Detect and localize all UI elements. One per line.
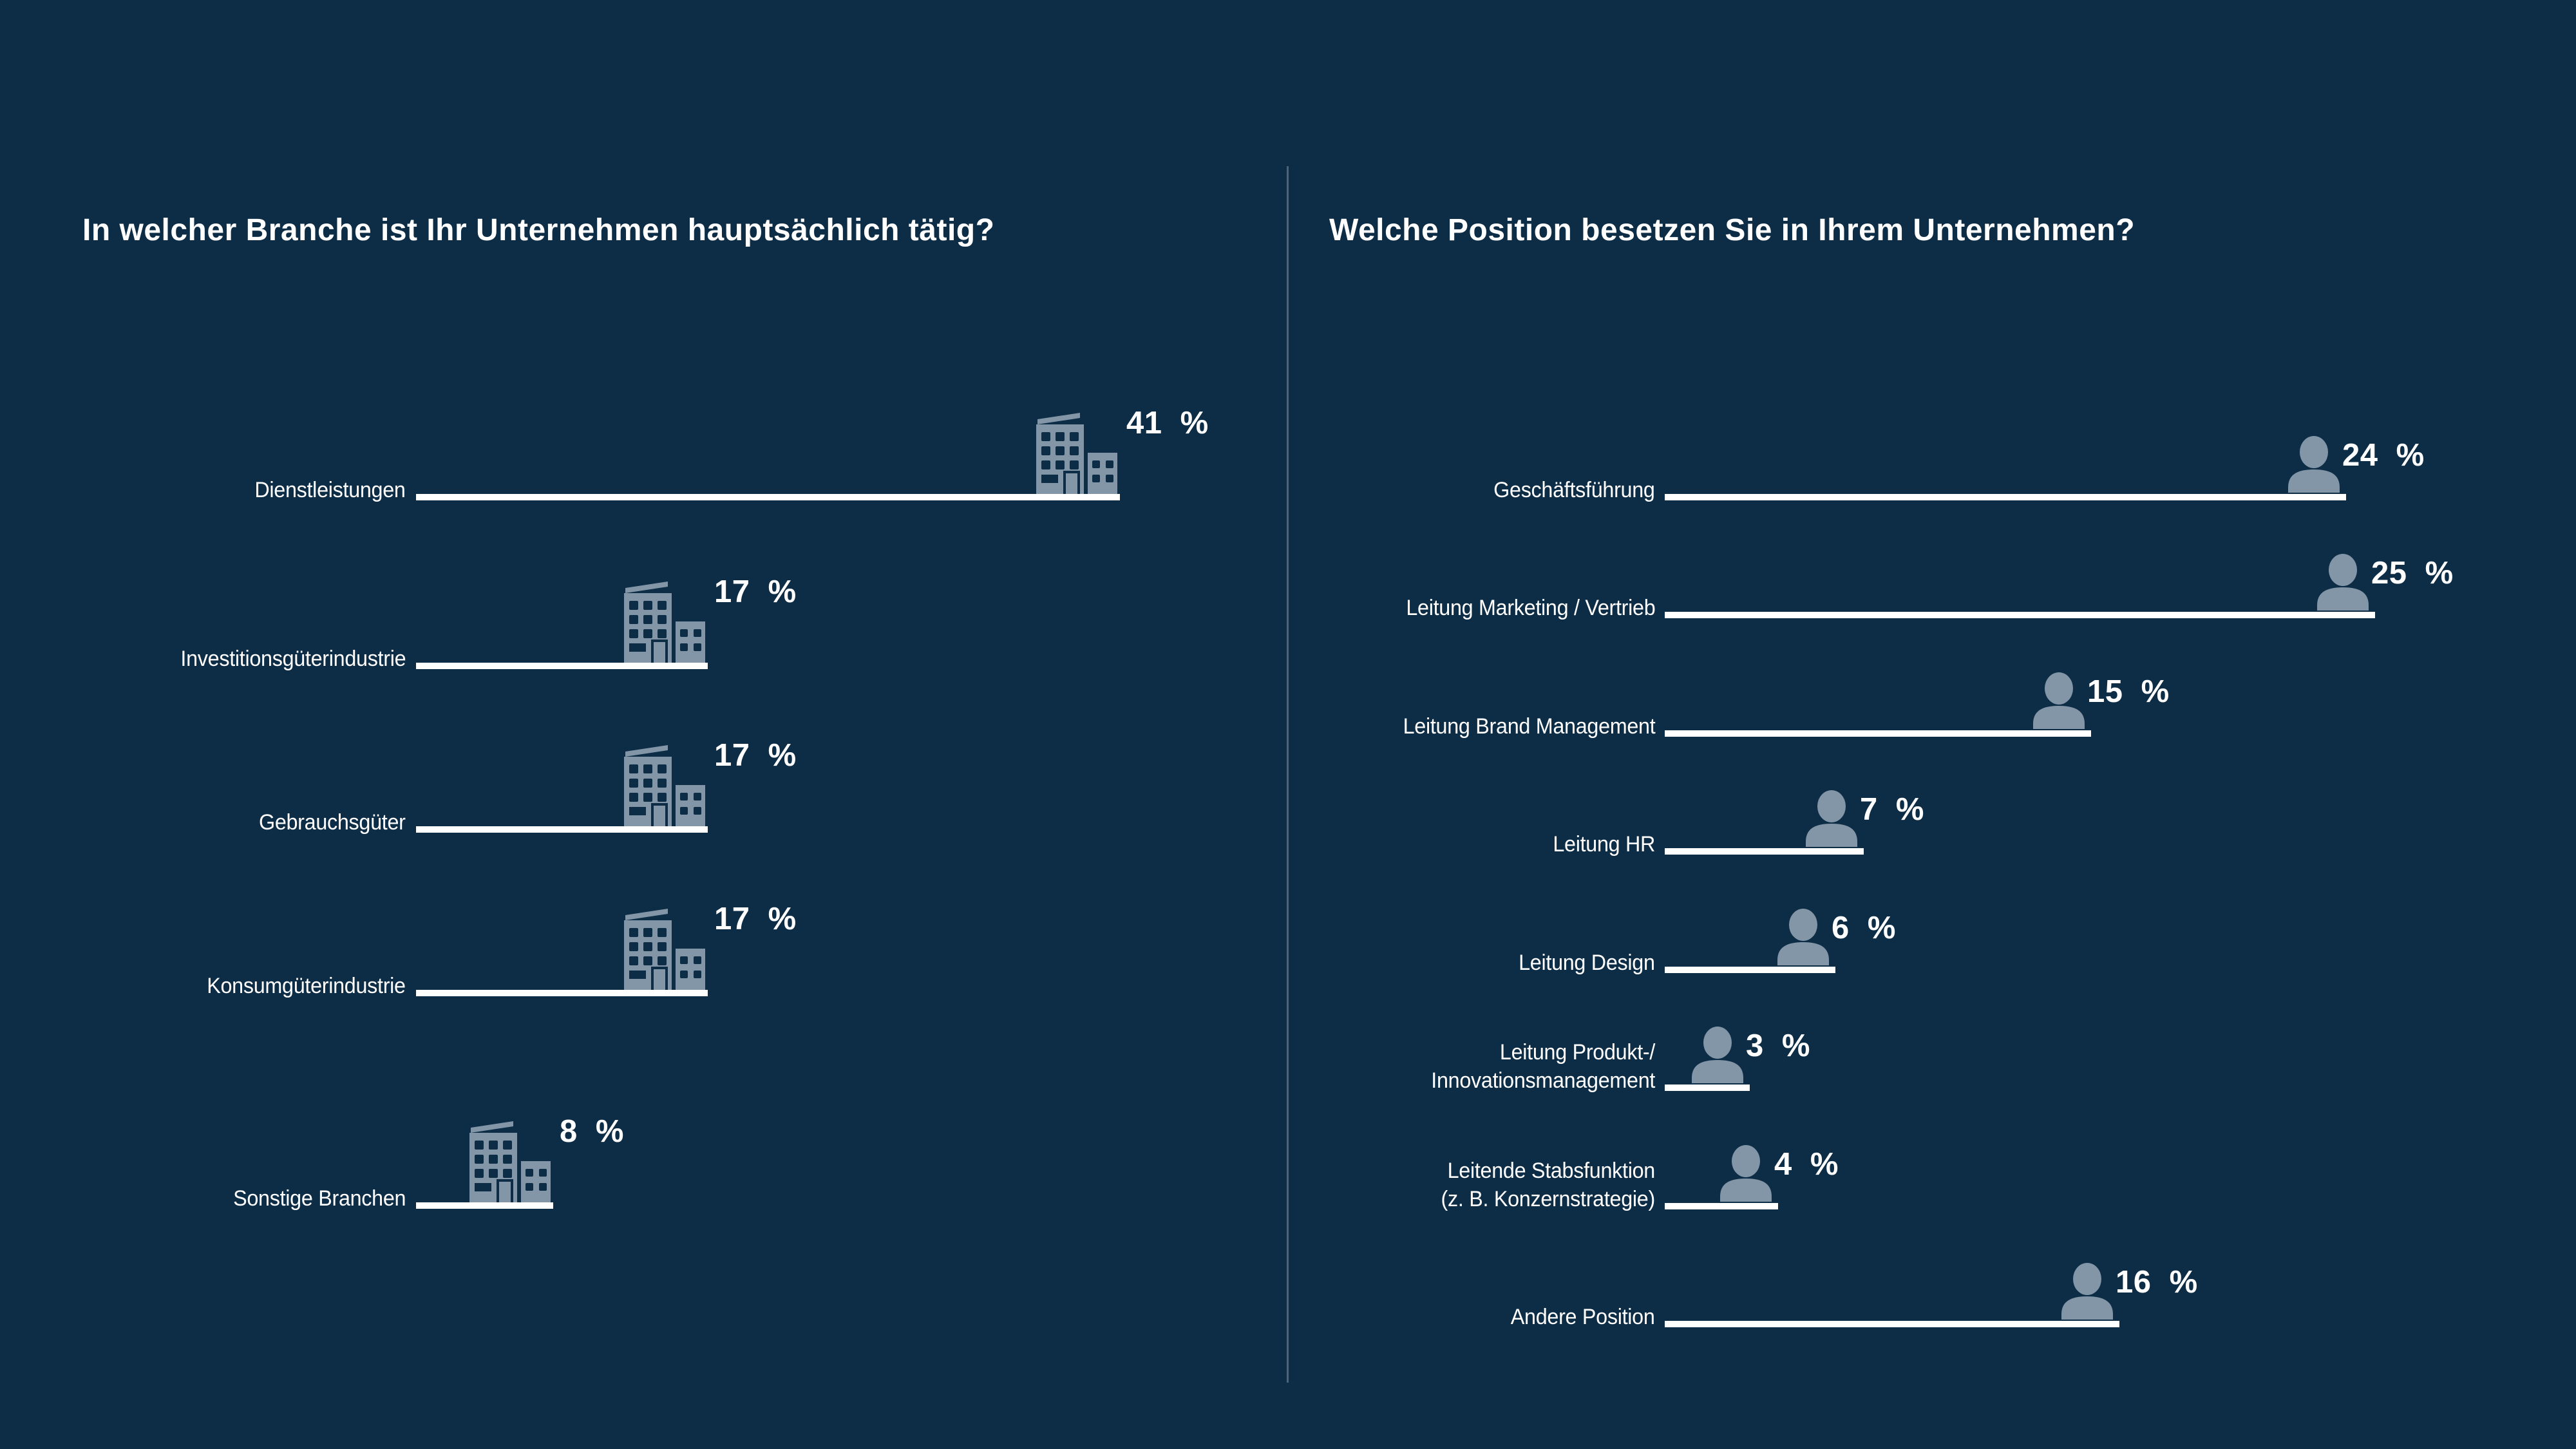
category-label: Leitung Brand Management xyxy=(1403,714,1655,739)
person-icon xyxy=(1690,1027,1745,1083)
value-bar xyxy=(1665,494,2346,500)
category-label: Andere Position xyxy=(1511,1305,1655,1329)
right-chart-title: Welche Position besetzen Sie in Ihrem Un… xyxy=(1329,213,2136,247)
left-chart-title: In welcher Branche ist Ihr Unternehmen h… xyxy=(82,213,995,247)
category-label: Investitionsgüterindustrie xyxy=(180,647,406,671)
value-label: 7 % xyxy=(1860,792,1924,827)
value-bar xyxy=(1665,848,1864,855)
value-bar xyxy=(416,826,708,833)
value-label: 25 % xyxy=(2371,556,2454,591)
value-label: 8 % xyxy=(560,1114,624,1149)
person-icon xyxy=(1804,790,1859,847)
category-label: Sonstige Branchen xyxy=(232,1186,406,1211)
panel-divider xyxy=(1287,166,1289,1383)
value-bar xyxy=(1665,1203,1778,1209)
category-label: Dienstleistungen xyxy=(254,478,406,502)
person-icon xyxy=(1719,1145,1773,1202)
value-bar xyxy=(1665,1321,2119,1327)
value-bar xyxy=(416,1202,553,1209)
category-label: Leitende Stabsfunktion (z. B. Konzernstra… xyxy=(1441,1159,1656,1211)
value-label: 3 % xyxy=(1746,1028,1810,1063)
person-icon xyxy=(2032,672,2086,729)
category-label: Konsumgüterindustrie xyxy=(207,974,406,998)
value-bar xyxy=(416,663,708,669)
value-label: 17 % xyxy=(714,574,797,609)
value-label: 15 % xyxy=(2087,674,2170,709)
category-label: Geschäftsführung xyxy=(1493,478,1656,502)
value-bar xyxy=(416,494,1120,500)
value-label: 24 % xyxy=(2342,438,2425,473)
category-label: Leitung Marketing / Vertrieb xyxy=(1405,596,1655,620)
person-icon xyxy=(2316,554,2370,611)
value-bar xyxy=(416,990,708,996)
building-icon xyxy=(468,1120,553,1202)
value-bar xyxy=(1665,612,2375,618)
value-label: 6 % xyxy=(1832,911,1896,945)
person-icon xyxy=(1776,909,1830,965)
category-label: Leitung Design xyxy=(1519,951,1655,975)
category-label: Gebrauchsgüter xyxy=(259,810,406,835)
value-bar xyxy=(1665,1084,1750,1091)
building-icon xyxy=(623,907,708,990)
building-icon xyxy=(623,580,708,663)
value-label: 16 % xyxy=(2116,1265,2198,1300)
value-label: 17 % xyxy=(714,738,797,773)
person-icon xyxy=(2060,1263,2114,1320)
value-label: 41 % xyxy=(1126,406,1209,440)
building-icon xyxy=(1035,412,1120,494)
value-bar xyxy=(1665,967,1835,973)
category-label: Leitung HR xyxy=(1553,832,1655,857)
building-icon xyxy=(623,744,708,826)
value-label: 17 % xyxy=(714,902,797,936)
category-label: Leitung Produkt-/Innovationsmanagement xyxy=(1431,1040,1655,1093)
person-icon xyxy=(2287,436,2341,493)
value-label: 4 % xyxy=(1774,1147,1839,1182)
value-bar xyxy=(1665,730,2091,737)
